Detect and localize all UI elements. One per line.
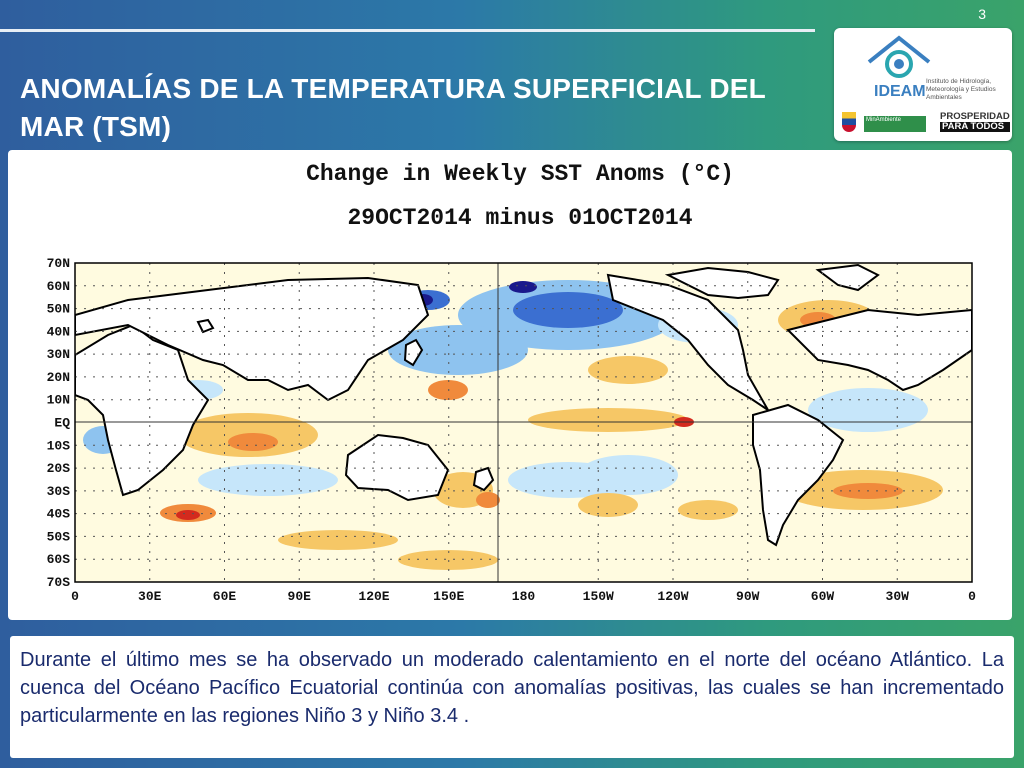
lat-label-60n: 60N [47, 279, 70, 294]
lat-label-20n: 20N [47, 370, 70, 385]
ministry-label: MinAmbiente [864, 116, 926, 132]
slide-number: 3 [978, 6, 986, 22]
sst-anomaly-map: Change in Weekly SST Anoms (°C) 29OCT201… [47, 161, 977, 604]
ideam-logo-icon [867, 35, 931, 78]
latitude-labels: 70N 60N 50N 40N 30N 20N 10N EQ 10S 20S 30S 40S 50S 60… [47, 256, 71, 590]
lon-label-60e: 60E [213, 589, 237, 604]
lon-label-150e: 150E [433, 589, 464, 604]
slogan-line-1: PROSPERIDAD [940, 111, 1010, 122]
lon-label-150w: 150W [583, 589, 614, 604]
lon-label-0: 0 [968, 589, 976, 604]
header-divider [0, 29, 815, 32]
lat-label-eq: EQ [54, 416, 70, 431]
continents [75, 263, 972, 547]
lat-label-30n: 30N [47, 347, 70, 362]
lon-label-90w: 90W [736, 589, 760, 604]
lat-label-70s: 70S [47, 575, 71, 590]
lat-label-40n: 40N [47, 324, 70, 339]
lat-label-70n: 70N [47, 256, 70, 271]
lon-label-30w: 30W [886, 589, 910, 604]
colombia-shield-icon [842, 112, 856, 132]
caption-box: Durante el último mes se ha observado un… [10, 636, 1014, 758]
lat-label-50s: 50S [47, 529, 71, 544]
lat-label-10s: 10S [47, 438, 71, 453]
lat-label-40s: 40S [47, 507, 71, 522]
lon-label-30e: 30E [138, 589, 162, 604]
lon-label-90e: 90E [288, 589, 312, 604]
caption-text: Durante el último mes se ha observado un… [20, 649, 1004, 727]
lon-label-0: 0 [71, 589, 79, 604]
longitude-labels: 0 30E 60E 90E 120E 150E 180 150W 120W 90W 60W 30W 0 [71, 589, 976, 604]
lat-label-30s: 30S [47, 484, 71, 499]
lat-label-10n: 10N [47, 393, 70, 408]
slogan-line-2: PARA TODOS [940, 122, 1010, 132]
grid-lines [75, 263, 972, 582]
lon-label-120w: 120W [657, 589, 688, 604]
lat-label-20s: 20S [47, 461, 71, 476]
lon-label-180: 180 [512, 589, 536, 604]
map-title: Change in Weekly SST Anoms (°C) [306, 161, 734, 187]
institute-name: Instituto de Hidrología, Meteorología y … [926, 78, 996, 101]
ideam-logo-card: IDEAM Instituto de Hidrología, Meteorolo… [834, 28, 1012, 141]
lat-label-60s: 60S [47, 552, 71, 567]
lon-label-120e: 120E [358, 589, 389, 604]
lat-label-50n: 50N [47, 302, 70, 317]
slide-title: ANOMALÍAS DE LA TEMPERATURA SUPERFICIAL … [20, 73, 766, 142]
map-subtitle: 29OCT2014 minus 01OCT2014 [347, 205, 692, 231]
map-frame [74, 262, 973, 583]
ideam-name: IDEAM [874, 83, 926, 100]
lon-label-60w: 60W [811, 589, 835, 604]
sst-map-panel: Change in Weekly SST Anoms (°C) 29OCT201… [8, 150, 1012, 620]
prosperity-logo: PROSPERIDAD PARA TODOS [940, 112, 1010, 132]
